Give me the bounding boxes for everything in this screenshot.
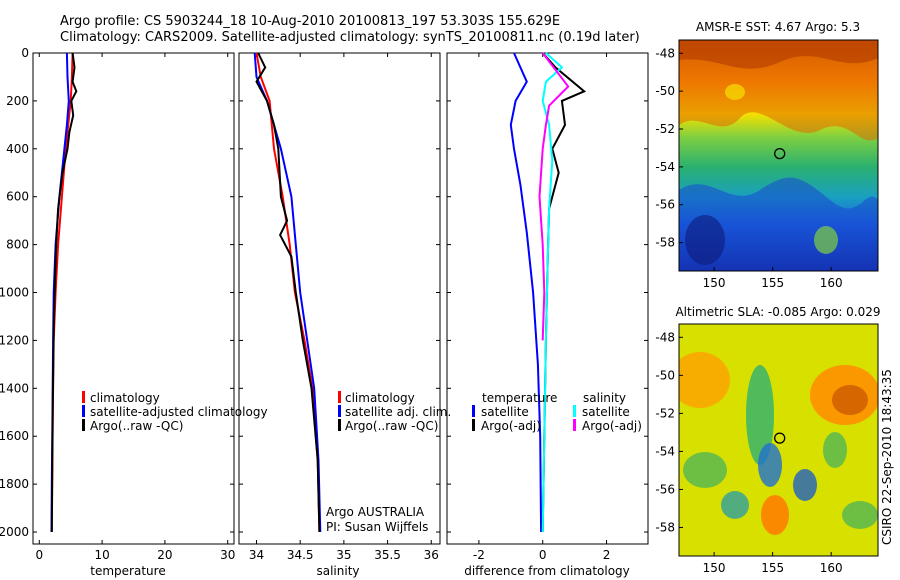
series-line-temperature-satellite [509,52,543,533]
x-tick-label: 34 [249,548,264,562]
legend-label-argo: Argo(..raw -QC) [345,419,438,433]
y-tick-label: 1600 [0,429,29,443]
x-tick-label: 20 [157,548,172,562]
argo-float-marker [774,147,786,160]
x-tick-label: 155 [761,561,784,575]
legend-label-sal-satellite: satellite [582,405,630,419]
sst-heatmap [679,40,878,271]
y-tick-label: 800 [6,238,29,252]
legend-swatch-temp-argo [472,419,475,431]
y-tick-label: -58 [655,520,675,534]
series-line-argo-raw-qc [255,52,321,533]
y-tick-label: 1000 [0,286,29,300]
x-tick-label: 10 [94,548,109,562]
legend-swatch-climatology [338,391,341,403]
legend-swatch-climatology [82,391,85,403]
y-tick-label: 1200 [0,333,29,347]
argo-program-label: Argo AUSTRALIA [326,505,425,519]
legend-label-climatology: climatology [345,391,415,405]
y-tick-label: -50 [655,368,675,382]
x-tick-label: 30 [220,548,235,562]
sla-map-axes: 150 155 160 -48 -50 -52 -54 -56 -58 [655,330,842,575]
temperature-panel-frame [32,52,235,545]
series-line-salinity-satellite [541,52,564,533]
sla-map-frame [678,323,879,557]
y-tick-label: 200 [6,94,29,108]
y-tick-label: -52 [655,122,675,136]
y-tick-label: -52 [655,406,675,420]
y-tick-label: -48 [655,330,675,344]
y-tick-label: -54 [655,444,675,458]
series-line-salinity-argo-adj [538,52,570,341]
y-tick-label: 400 [6,142,29,156]
legend-header-temperature: temperature [482,391,557,405]
y-tick-label: 2000 [0,525,29,539]
y-tick-label: -56 [655,198,675,212]
y-tick-label: 1400 [0,381,29,395]
series-line-climatology [255,52,321,533]
timestamp-label: CSIRO 22-Sep-2010 18:43:35 [880,369,894,545]
legend-swatch-satellite-adjusted [82,405,85,417]
legend-swatch-satellite-adj [338,405,341,417]
y-tick-label: -50 [655,84,675,98]
temperature-series [50,52,78,533]
y-tick-label: -48 [655,46,675,60]
y-tick-label: -58 [655,236,675,250]
x-tick-label: 2 [603,548,611,562]
sst-map-frame [678,39,879,272]
difference-panel-frame [446,52,649,545]
legend-label-satellite-adjusted: satellite-adjusted climatology [90,405,268,419]
figure-title-line2: Climatology: CARS2009. Satellite-adjuste… [60,30,640,45]
legend-label-argo: Argo(..raw -QC) [90,419,183,433]
salinity-x-label: salinity [316,564,359,578]
legend-swatch-argo [82,419,85,431]
x-tick-label: 35.5 [374,548,401,562]
temperature-x-label: temperature [90,564,165,578]
x-tick-label: 155 [761,276,784,290]
figure-title-line1: Argo profile: CS 5903244_18 10-Aug-2010 … [60,14,560,29]
y-tick-label: -56 [655,482,675,496]
legend-swatch-argo [338,419,341,431]
x-tick-label: 34.5 [287,548,314,562]
x-tick-label: 0 [539,548,547,562]
temperature-axes: 0 10 20 30 0 200 400 600 800 1000 1200 1400 1600 1800… [0,46,235,562]
y-tick-label: 0 [21,46,29,60]
x-tick-label: -2 [473,548,485,562]
legend-label-temp-satellite: satellite [481,405,529,419]
y-tick-label: 1800 [0,477,29,491]
y-tick-label: 600 [6,190,29,204]
x-tick-label: 160 [820,561,843,575]
pi-label: PI: Susan Wijffels [326,520,428,534]
legend-label-satellite-adj: satellite adj. clim. [345,405,451,419]
salinity-series [253,52,322,533]
x-tick-label: 36 [424,548,439,562]
legend-swatch-sal-argo [573,419,576,431]
legend-label-sal-argo: Argo(-adj) [582,419,642,433]
x-tick-label: 160 [820,276,843,290]
legend-swatch-temp-satellite [472,405,475,417]
series-line-satellite-adj-clim [253,52,322,533]
x-tick-label: 150 [703,561,726,575]
sla-map-title: Altimetric SLA: -0.085 Argo: 0.029 [675,305,880,319]
legend-label-climatology: climatology [90,391,160,405]
x-tick-label: 0 [35,548,43,562]
difference-series [509,52,587,533]
x-tick-label: 35 [336,548,351,562]
sst-map-title: AMSR-E SST: 4.67 Argo: 5.3 [696,20,860,34]
y-tick-label: -54 [655,160,675,174]
legend-header-salinity: salinity [583,391,626,405]
sla-heatmap [679,324,878,556]
sst-map-axes: 150 155 160 -48 -50 -52 -54 -56 -58 [655,46,842,290]
argo-float-marker [774,432,786,444]
salinity-panel-frame [238,52,441,545]
series-line-argo-raw-qc [50,52,78,533]
difference-axes: -2 0 2 [447,52,648,562]
salinity-axes: 34 34.5 35 35.5 36 [239,52,440,562]
legend-swatch-sal-satellite [573,405,576,417]
legend-label-temp-argo: Argo(-adj) [481,419,541,433]
difference-x-label: difference from climatology [464,564,630,578]
x-tick-label: 150 [703,276,726,290]
